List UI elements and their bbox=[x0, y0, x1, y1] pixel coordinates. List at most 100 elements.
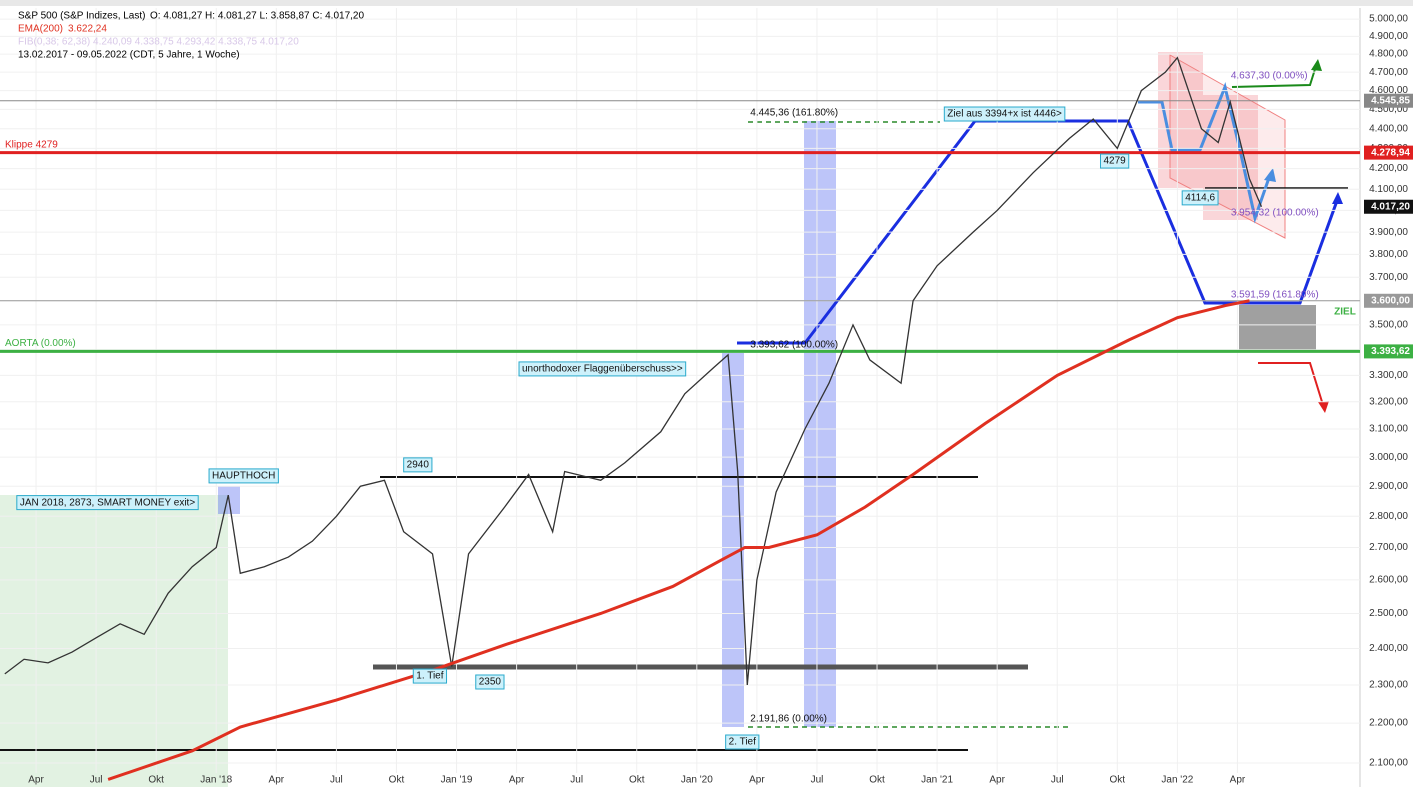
annotation-box bbox=[16, 495, 199, 511]
x-tick-label: Apr bbox=[749, 775, 765, 786]
x-tick-label: Jul bbox=[811, 775, 824, 786]
annotation: 4279 bbox=[1099, 153, 1130, 169]
annotation-box bbox=[518, 361, 687, 377]
grid bbox=[0, 8, 1361, 787]
annotation-text: HAUPTHOCH bbox=[212, 471, 275, 482]
y-tick-label: 3.000,00 bbox=[1369, 452, 1408, 463]
x-tick-label: Apr bbox=[989, 775, 1005, 786]
y-tick-label: 4.500,00 bbox=[1369, 104, 1408, 115]
annotation-text: 2940 bbox=[407, 460, 430, 471]
x-tick-label: Apr bbox=[28, 775, 44, 786]
x-tick-label: Okt bbox=[869, 775, 885, 786]
zone bbox=[722, 353, 744, 727]
header-range: 13.02.2017 - 09.05.2022 (CDT, 5 Jahre, 1… bbox=[18, 50, 240, 61]
y-tick-label: 4.800,00 bbox=[1369, 49, 1408, 60]
x-tick-label: Jul bbox=[90, 775, 103, 786]
y-tick-label: 2.300,00 bbox=[1369, 680, 1408, 691]
annotation-text: 3.954,32 (100.00%) bbox=[1231, 208, 1319, 219]
annotation: ZIEL bbox=[1334, 307, 1356, 318]
x-tick-label: Jan '21 bbox=[921, 775, 953, 786]
annotation-text: 4279 bbox=[1103, 156, 1126, 167]
y-tick-label: 2.600,00 bbox=[1369, 574, 1408, 585]
annotation: 2. Tief bbox=[725, 734, 760, 750]
axis-badge-label: 4.545,85 bbox=[1371, 95, 1410, 106]
x-tick-label: Jan '19 bbox=[441, 775, 473, 786]
annotation-box bbox=[1099, 153, 1130, 169]
x-tick-label: Jul bbox=[570, 775, 583, 786]
marks bbox=[0, 56, 1360, 781]
y-tick-label: 4.200,00 bbox=[1369, 163, 1408, 174]
annotation: Ziel aus 3394+x ist 4446> bbox=[943, 106, 1066, 122]
x-tick-label: Apr bbox=[269, 775, 285, 786]
annotation-text: 2350 bbox=[479, 677, 502, 688]
y-tick-label: 4.400,00 bbox=[1369, 123, 1408, 134]
y-tick-label: 3.700,00 bbox=[1369, 272, 1408, 283]
y-tick-label: 4.700,00 bbox=[1369, 67, 1408, 78]
y-tick-label: 3.200,00 bbox=[1369, 396, 1408, 407]
annotation-text: 2.191,86 (0.00%) bbox=[750, 713, 827, 724]
x-tick-label: Jul bbox=[330, 775, 343, 786]
annotation: JAN 2018, 2873, SMART MONEY exit> bbox=[16, 495, 199, 511]
y-tick-label: 2.400,00 bbox=[1369, 643, 1408, 654]
header-ohlc: O: 4.081,27 H: 4.081,27 L: 3.858,87 C: 4… bbox=[150, 11, 364, 22]
annotation: HAUPTHOCH bbox=[208, 468, 279, 484]
annotation-text: 4.637,30 (0.00%) bbox=[1231, 71, 1308, 82]
annotation-text: ZIEL bbox=[1334, 307, 1356, 318]
annotation: 2940 bbox=[403, 457, 433, 473]
annotation-text: Ziel aus 3394+x ist 4446> bbox=[947, 109, 1062, 120]
drawings bbox=[0, 52, 1348, 787]
annotation-text: 4.445,36 (161.80%) bbox=[750, 108, 838, 119]
annotation-box bbox=[1181, 190, 1219, 206]
annotation-box bbox=[208, 468, 279, 484]
y-tick-label: 2.900,00 bbox=[1369, 481, 1408, 492]
projection bbox=[1258, 362, 1324, 406]
annotation-box bbox=[412, 668, 448, 684]
y-tick-label: 2.700,00 bbox=[1369, 542, 1408, 553]
x-tick-label: Jan '20 bbox=[681, 775, 713, 786]
annotation-text: 3.591,59 (161.80%) bbox=[1231, 289, 1319, 300]
y-tick-label: 4.600,00 bbox=[1369, 85, 1408, 96]
annotation: 4114,6 bbox=[1181, 190, 1219, 206]
y-tick-label: 3.500,00 bbox=[1369, 320, 1408, 331]
x-tick-label: Jul bbox=[1051, 775, 1064, 786]
annotation: 4.445,36 (161.80%) bbox=[750, 108, 838, 119]
axis-badge bbox=[1364, 344, 1413, 359]
header-series: S&P 500 (S&P Indizes, Last) bbox=[18, 11, 145, 22]
axis-badge bbox=[1364, 145, 1413, 160]
x-tick-label: Apr bbox=[509, 775, 525, 786]
arrow bbox=[1311, 59, 1322, 71]
annotation: 3.393,62 (100.00%) bbox=[750, 340, 838, 351]
projection bbox=[1138, 82, 1272, 224]
level-label: Klippe 4279 bbox=[5, 139, 58, 150]
y-tick-label: 2.800,00 bbox=[1369, 511, 1408, 522]
axis-badge bbox=[1364, 293, 1413, 308]
annotation-text: unorthodoxer Flaggenüberschuss>> bbox=[522, 364, 683, 375]
annotation-text: JAN 2018, 2873, SMART MONEY exit> bbox=[20, 497, 196, 508]
annotation: 1. Tief bbox=[412, 668, 448, 684]
annotation-text: 3.393,62 (100.00%) bbox=[750, 340, 838, 351]
annotation: 3.591,59 (161.80%) bbox=[1231, 289, 1319, 300]
annotation-box bbox=[403, 457, 433, 473]
annotation-text: 4114,6 bbox=[1185, 193, 1215, 204]
zone bbox=[0, 495, 228, 787]
annotation-text: 2. Tief bbox=[729, 737, 756, 748]
annotation-box bbox=[725, 734, 760, 750]
header-ema-value: 3.622,24 bbox=[68, 24, 107, 35]
annotation: 3.954,32 (100.00%) bbox=[1231, 208, 1319, 219]
arrow bbox=[1264, 168, 1276, 182]
annotation: 4.637,30 (0.00%) bbox=[1231, 71, 1308, 82]
arrow bbox=[1318, 401, 1329, 413]
annotation: unorthodoxer Flaggenüberschuss>> bbox=[518, 361, 687, 377]
x-tick-label: Jan '18 bbox=[200, 775, 232, 786]
series-line bbox=[107, 299, 1250, 781]
x-tick-label: Okt bbox=[1110, 775, 1126, 786]
header-fib: FIB(0,38; 62,38) 4.240,09 4.338,75 4.293… bbox=[18, 37, 299, 48]
x-tick-label: Jan '22 bbox=[1161, 775, 1193, 786]
y-tick-label: 2.500,00 bbox=[1369, 608, 1408, 619]
axis-badge-label: 3.600,00 bbox=[1371, 295, 1410, 306]
x-tick-label: Apr bbox=[1230, 775, 1246, 786]
y-tick-label: 2.200,00 bbox=[1369, 718, 1408, 729]
x-tick-label: Okt bbox=[148, 775, 164, 786]
y-tick-label: 3.300,00 bbox=[1369, 370, 1408, 381]
